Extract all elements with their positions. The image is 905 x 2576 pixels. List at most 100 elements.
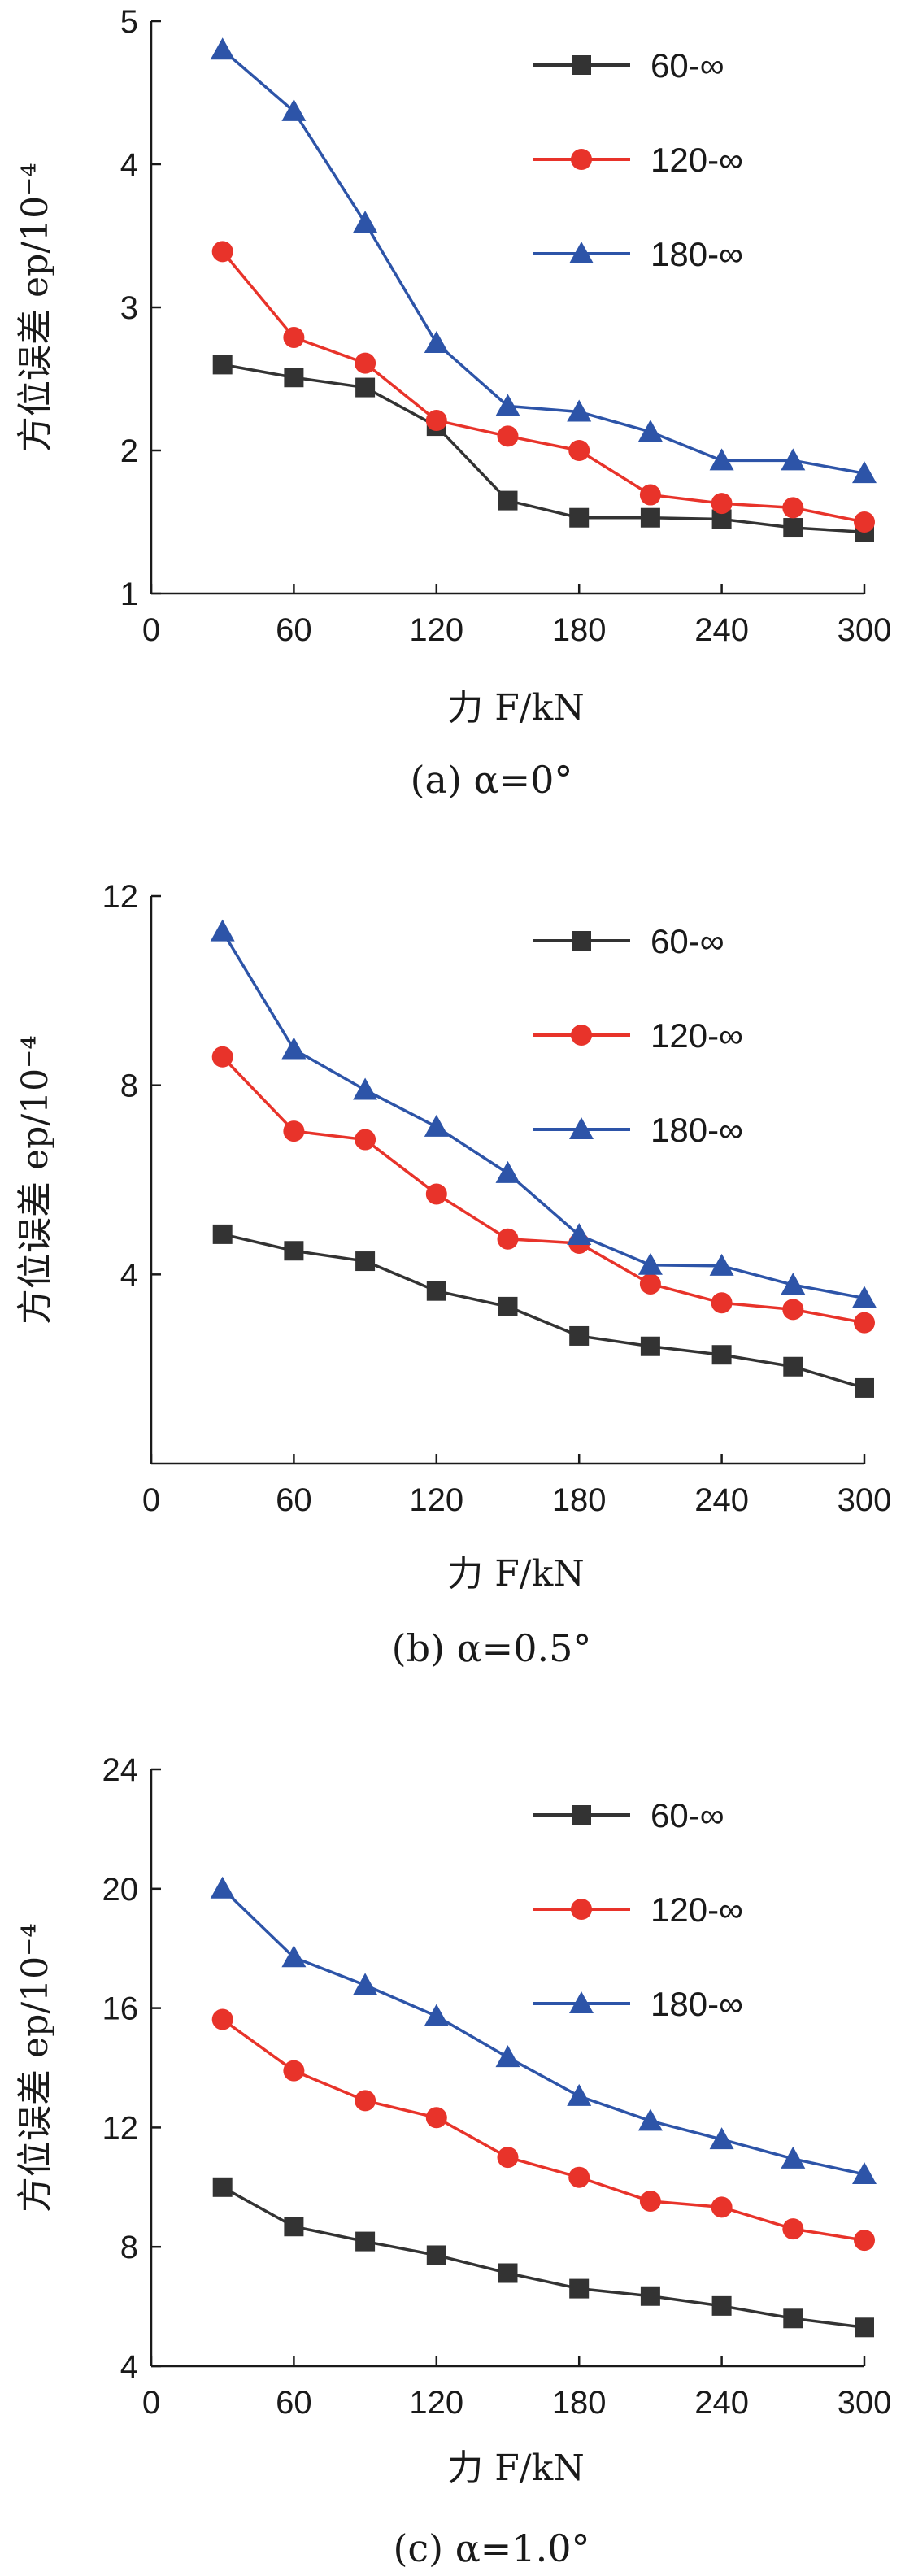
data-point — [425, 1183, 447, 1205]
x-axis-title: 力 F/kN — [447, 2448, 585, 2489]
data-point — [353, 1973, 378, 1995]
data-point — [281, 1037, 307, 1060]
data-point — [782, 497, 804, 519]
legend-marker — [569, 1117, 594, 1139]
data-point — [852, 1286, 877, 1308]
data-point — [355, 1251, 376, 1272]
data-point — [781, 448, 806, 471]
x-tick-label: 60 — [276, 1482, 312, 1518]
y-tick-label: 3 — [120, 290, 138, 326]
data-point — [497, 2147, 519, 2169]
data-point — [782, 1299, 804, 1321]
x-tick-label: 0 — [142, 2385, 160, 2421]
x-tick-label: 180 — [552, 2385, 607, 2421]
chart-panel-c: 0 60 120 180 240 300 4 8 12 16 20 24 60-∞ 120-∞ 180-∞ 力… — [15, 1752, 891, 2570]
chart-panel-b: 0 60 120 180 240 300 4 8 12 60-∞ 120-∞ 180-∞ 力 F/kN 方… — [15, 879, 891, 1670]
data-point — [568, 2166, 590, 2188]
data-point — [567, 2083, 592, 2106]
legend-label: 60-∞ — [650, 1796, 724, 1834]
data-point — [495, 394, 520, 416]
data-point — [639, 2191, 661, 2213]
data-point — [852, 461, 877, 484]
data-point — [355, 2231, 376, 2252]
y-axis-title: 方位误差 ep/10⁻⁴ — [15, 1035, 56, 1325]
x-tick-label: 240 — [694, 1482, 749, 1518]
series-line-120-∞ — [221, 2018, 865, 2242]
data-point — [497, 1228, 519, 1250]
data-point — [854, 1312, 875, 1334]
data-point — [211, 241, 233, 263]
y-tick-label: 8 — [120, 1068, 138, 1104]
data-point — [495, 2045, 520, 2068]
data-point — [212, 355, 233, 375]
data-point — [424, 331, 449, 353]
x-tick-label: 240 — [694, 2385, 749, 2421]
legend-marker — [572, 931, 591, 951]
data-point — [640, 1336, 660, 1356]
data-point — [353, 1077, 378, 1100]
series-line-60-∞ — [221, 2186, 865, 2330]
x-tick-label: 240 — [694, 612, 749, 648]
data-point — [640, 507, 660, 528]
x-tick-label: 0 — [142, 1482, 160, 1518]
x-tick-label: 300 — [838, 2385, 892, 2421]
data-point — [568, 440, 590, 461]
x-axis-title: 力 F/kN — [447, 687, 585, 729]
data-point — [426, 1281, 446, 1301]
x-tick-label: 120 — [409, 2385, 463, 2421]
data-point — [854, 511, 875, 533]
legend-marker — [572, 55, 591, 75]
data-point — [212, 2177, 233, 2197]
data-point — [425, 410, 447, 432]
series-line-180-∞ — [221, 930, 865, 1300]
legend-marker — [571, 149, 592, 170]
data-point — [781, 1273, 806, 1295]
legend-label: 120-∞ — [650, 1891, 743, 1929]
data-point — [281, 98, 307, 121]
y-tick-label: 12 — [102, 879, 139, 915]
legend-marker — [569, 1991, 594, 2013]
y-tick-label: 4 — [120, 1257, 138, 1293]
data-point — [855, 2317, 874, 2338]
data-point — [783, 2308, 803, 2329]
legend-label: 180-∞ — [650, 1985, 743, 2023]
data-point — [355, 352, 376, 374]
x-tick-label: 300 — [838, 1482, 892, 1518]
y-axis-title: 方位误差 ep/10⁻⁴ — [15, 163, 56, 452]
series-line-180-∞ — [221, 1887, 865, 2176]
data-point — [210, 37, 235, 60]
data-point — [709, 2127, 734, 2150]
data-point — [425, 2107, 447, 2129]
data-point — [783, 518, 803, 538]
y-axis-title: 方位误差 ep/10⁻⁴ — [15, 1923, 56, 2213]
panel-caption: (c) α=1.0° — [393, 2526, 590, 2570]
y-tick-label: 16 — [102, 1991, 139, 2027]
data-point — [498, 490, 518, 511]
data-point — [639, 1273, 661, 1295]
data-point — [210, 919, 235, 942]
x-tick-label: 120 — [409, 612, 463, 648]
data-point — [281, 1945, 307, 1968]
data-point — [498, 2263, 518, 2283]
data-point — [640, 2286, 660, 2306]
series-line-60-∞ — [222, 363, 865, 534]
y-tick-label: 4 — [120, 147, 138, 183]
legend-label: 180-∞ — [650, 235, 743, 273]
x-tick-label: 0 — [142, 612, 160, 648]
y-tick-label: 5 — [120, 4, 138, 40]
data-point — [711, 2196, 733, 2218]
series-line-120-∞ — [221, 250, 865, 524]
x-tick-label: 120 — [409, 1482, 463, 1518]
data-point — [283, 2060, 305, 2082]
y-tick-label: 4 — [120, 2349, 138, 2385]
data-point — [711, 493, 733, 515]
legend-label: 60-∞ — [650, 922, 724, 960]
y-tick-label: 12 — [102, 2110, 139, 2146]
data-point — [424, 1114, 449, 1137]
legend-marker — [571, 1025, 592, 1046]
data-point — [283, 326, 305, 348]
y-tick-label: 24 — [102, 1752, 139, 1788]
data-point — [855, 1377, 874, 1398]
data-point — [569, 507, 590, 528]
